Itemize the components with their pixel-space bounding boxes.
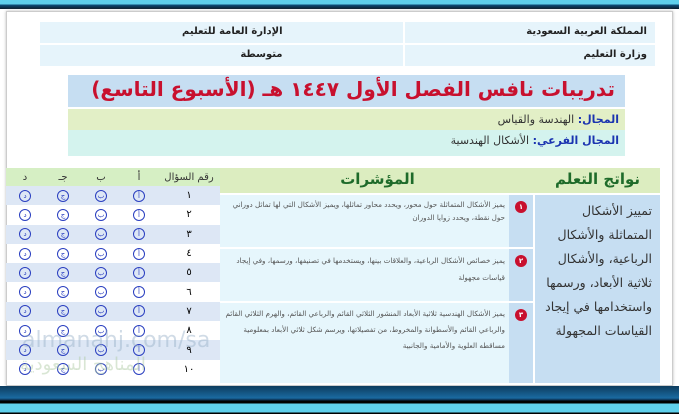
- stage-label: متوسطة: [38, 45, 403, 66]
- question-number: ٩: [186, 344, 192, 356]
- outcomes-table: نواتج التعلم المؤشرات تمييز الأشكال المت…: [220, 168, 660, 383]
- choice-bubble[interactable]: ب: [95, 266, 107, 279]
- choice-bubble[interactable]: د: [19, 344, 31, 357]
- answer-row: ١٠ أ ب ج د: [6, 360, 220, 379]
- indicator-text: يميز خصائص الأشكال الرباعية، والعلاقات ب…: [236, 256, 505, 282]
- outcomes-header: نواتج التعلم: [554, 170, 641, 188]
- choice-bubble[interactable]: ب: [95, 305, 107, 318]
- choice-bubble[interactable]: ج: [57, 344, 69, 357]
- choice-bubble[interactable]: د: [19, 266, 31, 279]
- table-header: نواتج التعلم المؤشرات: [220, 168, 660, 193]
- header-choice-b: ب: [96, 171, 106, 183]
- header-row-2: وزارة التعليم متوسطة: [38, 45, 655, 66]
- question-number: ١٠: [183, 363, 195, 375]
- header-row-1: المملكة العربية السعودية الإدارة العامة …: [38, 22, 655, 43]
- choice-bubble[interactable]: ج: [57, 247, 69, 260]
- header-choice-d: د: [22, 171, 28, 183]
- choice-bubble[interactable]: د: [19, 208, 31, 221]
- choice-bubble[interactable]: د: [19, 363, 31, 376]
- header-question-number: رقم السؤال: [164, 171, 214, 183]
- choice-bubble[interactable]: أ: [133, 286, 145, 299]
- question-number: ٣: [186, 228, 192, 240]
- answer-grid: رقم السؤال أ ب جـ د ١ أ ب ج د ٢ أ ب ج د ٣ أ ب ج د ٤ أ ب ج د…: [6, 168, 220, 379]
- indicator-text: يميز الأشكال المتماثلة حول محور، ويحدد م…: [232, 200, 505, 222]
- indicators-header: المؤشرات: [340, 170, 415, 188]
- answer-row: ٨ أ ب ج د: [6, 321, 220, 340]
- question-number: ٥: [186, 267, 192, 279]
- choice-bubble[interactable]: ج: [57, 324, 69, 337]
- country-label: المملكة العربية السعودية: [402, 22, 655, 43]
- indicator-row: ٣ يميز الأشكال الهندسية ثلاثية الأبعاد ا…: [220, 303, 533, 383]
- choice-bubble[interactable]: ب: [95, 324, 107, 337]
- choice-bubble[interactable]: ج: [57, 189, 69, 202]
- choice-bubble[interactable]: د: [19, 189, 31, 202]
- choice-bubble[interactable]: أ: [133, 344, 145, 357]
- bottom-border: [0, 386, 679, 414]
- choice-bubble[interactable]: أ: [133, 208, 145, 221]
- answer-row: ٤ أ ب ج د: [6, 244, 220, 263]
- choice-bubble[interactable]: ب: [95, 228, 107, 241]
- question-number: ٧: [186, 305, 192, 317]
- answer-row: ٦ أ ب ج د: [6, 282, 220, 301]
- choice-bubble[interactable]: أ: [133, 266, 145, 279]
- header-choice-a: أ: [137, 171, 141, 183]
- directorate-label: الإدارة العامة للتعليم: [38, 22, 403, 43]
- answer-row: ٥ أ ب ج د: [6, 263, 220, 283]
- answer-row: ٧ أ ب ج د: [6, 301, 220, 322]
- choice-bubble[interactable]: د: [19, 247, 31, 260]
- question-number: ١: [186, 190, 192, 202]
- choice-bubble[interactable]: أ: [133, 247, 145, 260]
- choice-bubble[interactable]: أ: [133, 189, 145, 202]
- choice-bubble[interactable]: ج: [57, 363, 69, 376]
- choice-bubble[interactable]: ب: [95, 247, 107, 260]
- indicator-row: ٢ يميز خصائص الأشكال الرباعية، والعلاقات…: [220, 249, 533, 301]
- choice-bubble[interactable]: د: [19, 286, 31, 299]
- question-number: ٢: [186, 209, 192, 221]
- header-choice-c: جـ: [58, 171, 68, 183]
- choice-bubble[interactable]: ج: [57, 305, 69, 318]
- choice-bubble[interactable]: ج: [57, 228, 69, 241]
- indicator-text: يميز الأشكال الهندسية ثلاثية الأبعاد الم…: [225, 309, 505, 350]
- choice-bubble[interactable]: د: [19, 228, 31, 241]
- indicator-row: ١ يميز الأشكال المتماثلة حول محور، ويحدد…: [220, 195, 533, 247]
- indicator-number-badge: ١: [515, 201, 527, 213]
- answer-row: ٩ أ ب ج د: [6, 340, 220, 360]
- choice-bubble[interactable]: د: [19, 324, 31, 337]
- choice-bubble[interactable]: ب: [95, 344, 107, 357]
- indicator-number-badge: ٢: [515, 255, 527, 267]
- choice-bubble[interactable]: ب: [95, 208, 107, 221]
- choice-bubble[interactable]: ج: [57, 208, 69, 221]
- choice-bubble[interactable]: أ: [133, 363, 145, 376]
- watermark-arabic: المناهج السعودية: [20, 354, 146, 375]
- subdomain-value: الأشكال الهندسية: [450, 134, 530, 147]
- choice-bubble[interactable]: ج: [57, 266, 69, 279]
- question-number: ٤: [186, 248, 192, 260]
- choice-bubble[interactable]: أ: [133, 324, 145, 337]
- indicator-number-badge: ٣: [515, 309, 527, 321]
- page-title: تدريبات نافس الفصل الأول ١٤٤٧ هـ (الأسبو…: [68, 75, 625, 107]
- answer-grid-header: رقم السؤال أ ب جـ د: [6, 168, 220, 186]
- choice-bubble[interactable]: ب: [95, 286, 107, 299]
- domain-label: المجال:: [577, 113, 619, 126]
- domain-row: المجال: الهندسة والقياس: [68, 109, 625, 130]
- question-number: ٨: [186, 325, 192, 337]
- choice-bubble[interactable]: ب: [95, 363, 107, 376]
- question-number: ٦: [186, 286, 192, 298]
- choice-bubble[interactable]: ب: [95, 189, 107, 202]
- top-border: [0, 0, 679, 9]
- choice-bubble[interactable]: أ: [133, 228, 145, 241]
- domain-value: الهندسة والقياس: [497, 113, 575, 126]
- answer-row: ١ أ ب ج د: [6, 186, 220, 206]
- learning-outcome: تمييز الأشكال المتماثلة والأشكال الرباعي…: [535, 195, 660, 383]
- answer-row: ٢ أ ب ج د: [6, 205, 220, 224]
- choice-bubble[interactable]: د: [19, 305, 31, 318]
- ministry-label: وزارة التعليم: [402, 45, 655, 66]
- answer-row: ٣ أ ب ج د: [6, 224, 220, 244]
- choice-bubble[interactable]: ج: [57, 286, 69, 299]
- subdomain-row: المجال الفرعي: الأشكال الهندسية: [68, 130, 625, 156]
- watermark-url: almanahj.com/sa: [22, 328, 211, 353]
- choice-bubble[interactable]: أ: [133, 305, 145, 318]
- subdomain-label: المجال الفرعي:: [532, 134, 619, 147]
